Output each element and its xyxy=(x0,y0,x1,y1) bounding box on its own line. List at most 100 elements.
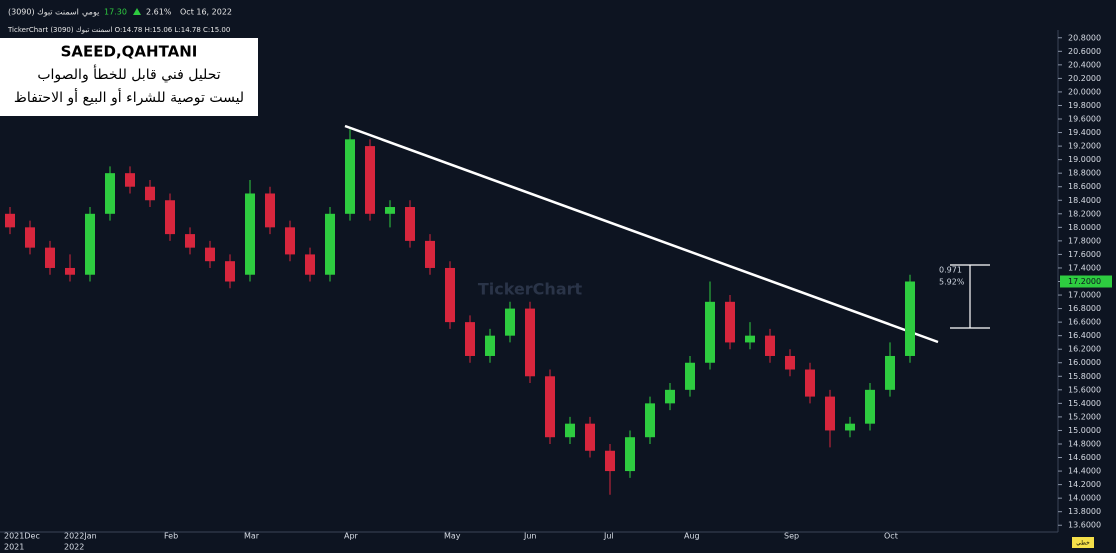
header-info: TickerChart اسمنت تبوك (3090) O:14.78 H:… xyxy=(7,26,230,34)
candle-body xyxy=(845,423,855,431)
candle-body xyxy=(365,146,375,214)
note-line: ليست توصية للشراء أو البيع أو الاحتفاظ xyxy=(14,88,244,106)
candle-body xyxy=(325,213,335,275)
y-tick-label: 15.6000 xyxy=(1068,385,1101,394)
y-tick-label: 18.0000 xyxy=(1068,223,1101,232)
candle-body xyxy=(245,193,255,275)
candle-body xyxy=(585,423,595,451)
y-tick-label: 13.8000 xyxy=(1068,507,1101,516)
candle-body xyxy=(265,193,275,228)
candle-body xyxy=(185,234,195,248)
candle-body xyxy=(465,322,475,356)
y-tick-label: 16.4000 xyxy=(1068,331,1101,340)
x-year-label: 2022 xyxy=(64,543,84,552)
header-date: Oct 16, 2022 xyxy=(180,8,232,17)
y-tick-label: 18.4000 xyxy=(1068,196,1101,205)
x-year-label: 2021 xyxy=(4,543,24,552)
y-tick-label: 16.2000 xyxy=(1068,345,1101,354)
y-tick-label: 20.2000 xyxy=(1068,74,1101,83)
candle-body xyxy=(545,376,555,438)
y-tick-label: 20.0000 xyxy=(1068,87,1101,96)
candle-body xyxy=(385,207,395,214)
trendline xyxy=(344,124,939,344)
x-tick-label: Aug xyxy=(684,532,700,541)
measure-label: 5.92% xyxy=(939,278,965,287)
candle-body xyxy=(85,213,95,275)
last-price-label: 17.2000 xyxy=(1068,277,1101,286)
measure-label: 0.971 xyxy=(939,266,962,275)
header-change: 2.61% xyxy=(146,8,172,17)
y-tick-label: 16.8000 xyxy=(1068,304,1101,313)
y-tick-label: 13.6000 xyxy=(1068,521,1101,530)
candle-body xyxy=(125,173,135,187)
candle-body xyxy=(825,396,835,431)
candle-body xyxy=(305,254,315,275)
candle-body xyxy=(725,301,735,343)
candle-body xyxy=(285,227,295,255)
candle-body xyxy=(25,227,35,248)
up-arrow xyxy=(133,8,141,15)
y-tick-label: 15.0000 xyxy=(1068,426,1101,435)
candle-body xyxy=(65,267,75,275)
candle-body xyxy=(445,267,455,323)
y-tick-label: 17.8000 xyxy=(1068,236,1101,245)
chart-type-button[interactable] xyxy=(1072,537,1094,548)
candle-body xyxy=(885,355,895,390)
x-tick-label: 2021Dec xyxy=(4,532,40,541)
x-tick-label: May xyxy=(444,532,461,541)
candle-body xyxy=(205,247,215,262)
candle-body xyxy=(45,247,55,268)
candle-body xyxy=(165,200,175,235)
candle-body xyxy=(425,240,435,268)
x-tick-label: Mar xyxy=(244,532,260,541)
y-tick-label: 14.6000 xyxy=(1068,453,1101,462)
y-tick-label: 14.4000 xyxy=(1068,467,1101,476)
y-tick-label: 16.0000 xyxy=(1068,358,1101,367)
candle-body xyxy=(665,389,675,404)
candle-body xyxy=(625,437,635,472)
candle-body xyxy=(905,281,915,356)
candle-body xyxy=(105,173,115,214)
y-tick-label: 19.8000 xyxy=(1068,101,1101,110)
header-symbol: اسمنت تبوك (3090) xyxy=(8,8,79,17)
y-tick-label: 18.2000 xyxy=(1068,209,1101,218)
y-tick-label: 19.4000 xyxy=(1068,128,1101,137)
candle-body xyxy=(225,261,235,282)
y-tick-label: 20.8000 xyxy=(1068,33,1101,42)
y-tick-label: 16.6000 xyxy=(1068,318,1101,327)
candle-body xyxy=(685,362,695,390)
candle-body xyxy=(145,186,155,201)
chart-type-label[interactable]: خطي xyxy=(1076,540,1090,547)
y-tick-label: 17.6000 xyxy=(1068,250,1101,259)
note-box xyxy=(0,38,258,116)
candle-body xyxy=(785,355,795,370)
y-tick-label: 14.0000 xyxy=(1068,494,1101,503)
candle-body xyxy=(765,335,775,356)
note-author: SAEED,QAHTANI xyxy=(61,43,198,61)
header-price: 17.30 xyxy=(104,8,127,17)
header-period: يومي xyxy=(82,8,99,17)
candle-body xyxy=(5,213,15,228)
x-tick-label: Jul xyxy=(603,532,614,541)
x-tick-label: Sep xyxy=(784,532,799,541)
y-tick-label: 17.4000 xyxy=(1068,263,1101,272)
candle-body xyxy=(405,207,415,241)
candle-body xyxy=(745,335,755,343)
candle-body xyxy=(485,335,495,356)
x-tick-label: Feb xyxy=(164,532,178,541)
candle-body xyxy=(525,308,535,377)
y-tick-label: 15.4000 xyxy=(1068,399,1101,408)
candle-body xyxy=(705,301,715,363)
y-tick-label: 19.6000 xyxy=(1068,115,1101,124)
x-tick-label: 2022Jan xyxy=(64,532,97,541)
y-tick-label: 15.2000 xyxy=(1068,412,1101,421)
candle-body xyxy=(805,369,815,397)
y-tick-label: 19.2000 xyxy=(1068,142,1101,151)
candle-body xyxy=(865,389,875,424)
x-tick-label: Jun xyxy=(523,532,537,541)
note-line: تحليل فني قابل للخطأ والصواب xyxy=(37,64,220,83)
last-price-marker xyxy=(1060,275,1112,288)
candle-body xyxy=(605,450,615,472)
y-tick-label: 19.0000 xyxy=(1068,155,1101,164)
